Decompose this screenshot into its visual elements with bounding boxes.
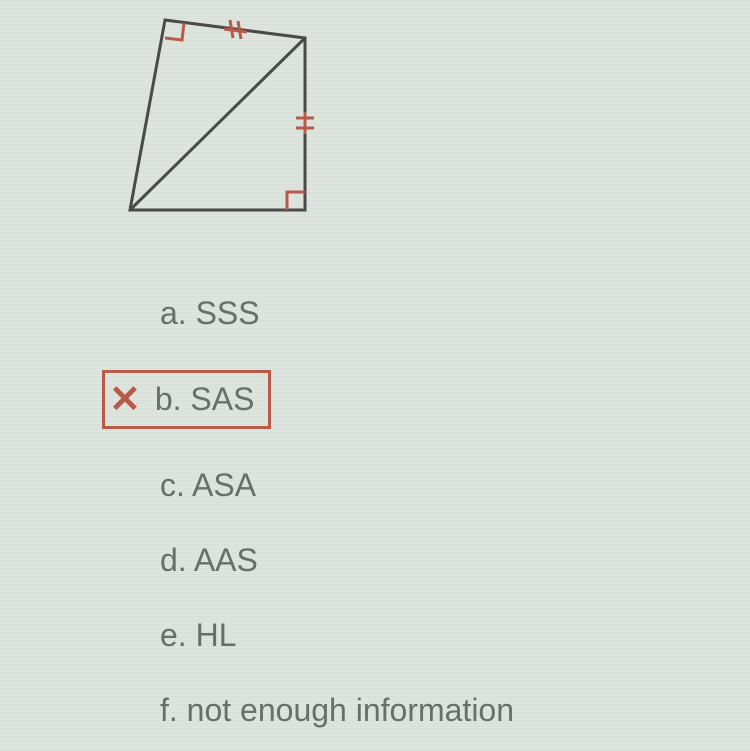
question-container: a. SSS ✕ b. SAS c. ASA d. AAS e. HL f. n…	[0, 0, 750, 729]
option-e[interactable]: e. HL	[160, 617, 750, 654]
option-label: a. SSS	[160, 295, 260, 332]
option-label: b. SAS	[155, 381, 255, 418]
option-a[interactable]: a. SSS	[160, 295, 750, 332]
option-label: d. AAS	[160, 542, 258, 579]
geometry-diagram	[120, 10, 750, 245]
answer-options: a. SSS ✕ b. SAS c. ASA d. AAS e. HL f. n…	[110, 295, 750, 729]
option-f[interactable]: f. not enough information	[160, 692, 750, 729]
option-b[interactable]: ✕ b. SAS	[102, 370, 271, 429]
option-c[interactable]: c. ASA	[160, 467, 750, 504]
option-d[interactable]: d. AAS	[160, 542, 750, 579]
wrong-x-icon: ✕	[109, 377, 141, 422]
triangle-figure	[120, 10, 350, 240]
option-label: c. ASA	[160, 467, 256, 504]
option-label: f. not enough information	[160, 692, 514, 729]
option-label: e. HL	[160, 617, 236, 654]
